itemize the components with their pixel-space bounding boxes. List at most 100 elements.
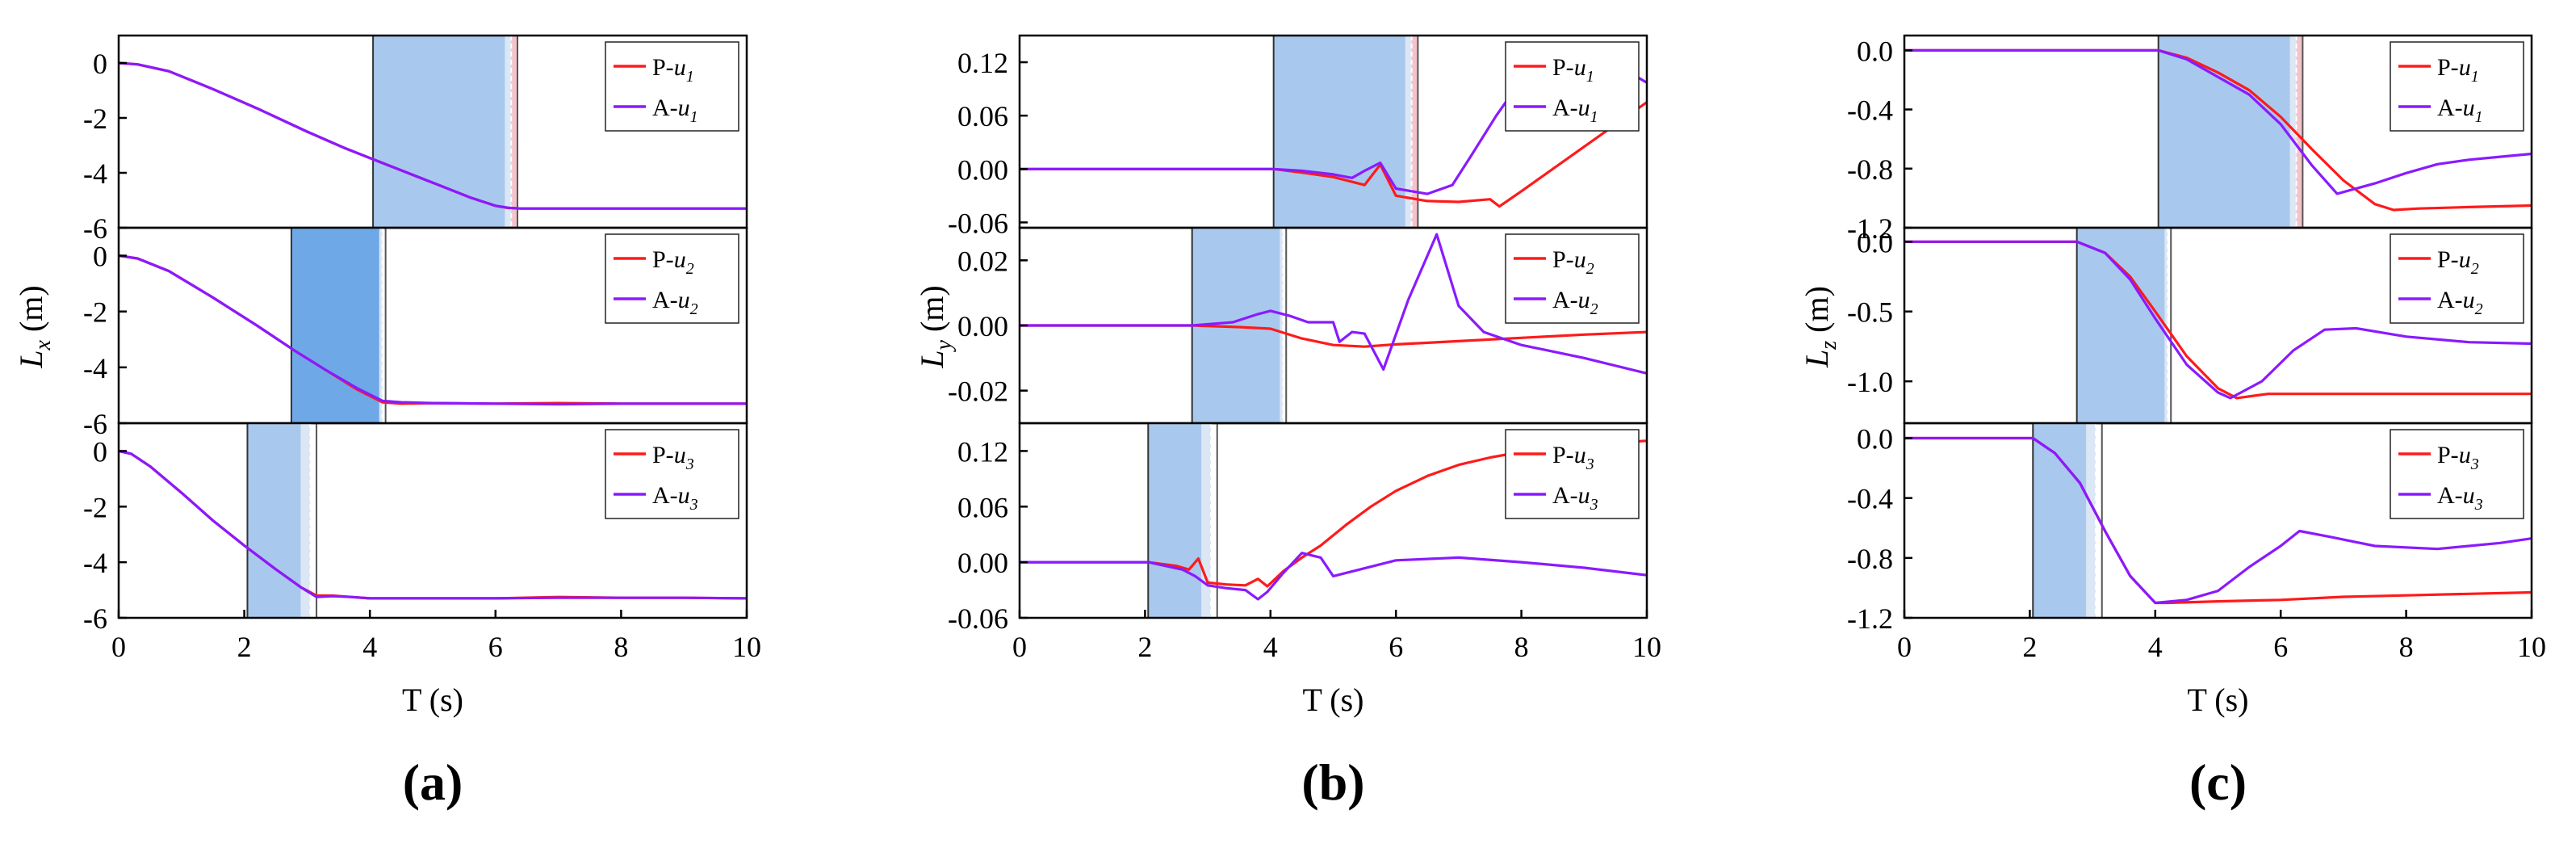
y-tick-label: -6	[83, 602, 107, 635]
legend-label: P-u3	[652, 442, 694, 473]
y-tick-label: -0.06	[948, 207, 1008, 239]
y-tick-label: 0.06	[957, 491, 1008, 523]
panel-label: (b)	[1301, 754, 1364, 811]
subplot-a-2: 0 -2 -4 -6 P-u2 A-u2	[83, 226, 748, 440]
legend-label: A-u2	[2437, 287, 2483, 318]
x-axis-label: T (s)	[2188, 682, 2249, 718]
series-line-P-u1	[1020, 101, 1648, 208]
y-tick-label: -1.0	[1847, 366, 1893, 398]
y-tick-label: 0.02	[957, 245, 1008, 277]
panel-a: 0 -2 -4 -6 P-u1 A-u1 0 -2 -4 -6 P-u2 A-u2 0 -2 -4 -6 P-u…	[13, 34, 761, 811]
legend: P-u3 A-u3	[605, 429, 739, 519]
x-tick-label: 4	[2148, 631, 2163, 663]
legend-label: P-u3	[2437, 442, 2479, 473]
legend-box	[2390, 41, 2524, 132]
subplot-b-2: 0.02 0.00 -0.02 P-u2 A-u2	[948, 226, 1648, 425]
shaded-region-edge	[300, 423, 311, 618]
shaded-region	[2033, 423, 2087, 618]
y-tick-label: -6	[83, 212, 107, 245]
axes-frame	[1018, 422, 1648, 619]
legend-label: P-u1	[2437, 54, 2479, 86]
x-tick-label: 4	[1263, 631, 1278, 663]
legend-label: P-u1	[1552, 54, 1594, 86]
x-tick-label: 0	[111, 631, 126, 663]
y-tick-label: 0.00	[957, 310, 1008, 342]
legend-box	[605, 429, 739, 519]
y-tick-label: -4	[83, 547, 107, 579]
series-line-A-u1	[1904, 48, 2532, 195]
y-tick-label: -0.5	[1847, 296, 1893, 329]
series-line-A-u3	[118, 449, 748, 600]
x-tick-label: 6	[1389, 631, 1403, 663]
legend-label: P-u2	[1552, 246, 1594, 278]
series-line-A-u1	[118, 61, 747, 210]
subplot-b-3: 0.12 0.06 0.00 -0.06 P-u3 A-u3	[948, 422, 1648, 635]
series-line-A-u2	[118, 254, 747, 406]
subplot-c-2: 0.0 -0.5 -1.0 P-u2 A-u2	[1847, 226, 2533, 425]
shaded-region-edge	[1405, 36, 1412, 228]
legend: P-u2 A-u2	[605, 233, 739, 324]
y-tick-label: -4	[83, 352, 107, 384]
x-tick-label: 4	[362, 631, 377, 663]
legend-label: P-u3	[1552, 442, 1594, 473]
shaded-region-pink	[511, 36, 518, 228]
y-tick-label: -1.2	[1847, 602, 1893, 635]
series-line-A-u3	[1904, 436, 2532, 605]
y-tick-label: -0.06	[948, 602, 1008, 635]
x-tick-label: 6	[488, 631, 503, 663]
x-tick-label: 2	[237, 631, 252, 663]
shaded-region	[373, 36, 505, 228]
y-tick-label: 0	[93, 48, 107, 80]
y-tick-label: -0.8	[1847, 543, 1893, 575]
x-tick-label: 2	[1137, 631, 1152, 663]
x-tick-label: 6	[2273, 631, 2288, 663]
legend: P-u1 A-u1	[1505, 41, 1640, 132]
axes-frame	[1903, 422, 2533, 619]
panel-b: 0.12 0.06 0.00 -0.06 P-u1 A-u1 0.02 0.00 -0.02 P-…	[914, 34, 1661, 811]
legend-box	[2390, 429, 2524, 519]
x-tick-label: 0	[1012, 631, 1027, 663]
x-tick-label: 2	[2022, 631, 2037, 663]
legend-label: A-u3	[2437, 482, 2483, 514]
shaded-region-edge	[2086, 423, 2096, 618]
series-line-A-u2	[1020, 233, 1648, 375]
y-tick-label: -1.2	[1847, 212, 1893, 245]
shaded-region	[1148, 423, 1202, 618]
legend-box	[1505, 429, 1640, 519]
panel-label: (c)	[2189, 754, 2247, 811]
legend-label: A-u1	[2437, 94, 2483, 126]
y-tick-label: -2	[83, 296, 107, 329]
y-tick-label: 0.12	[957, 435, 1008, 468]
legend-label: A-u2	[1552, 287, 1598, 318]
y-tick-label: -0.8	[1847, 153, 1893, 186]
y-tick-label: -0.4	[1847, 483, 1893, 515]
y-axis-label: Lz (m)	[1799, 286, 1841, 368]
legend: P-u2 A-u2	[2390, 233, 2524, 324]
y-tick-label: 0	[93, 241, 107, 273]
panel-c: 0.0 -0.4 -0.8 -1.2 P-u1 A-u1 0.0 -0.5 -1.0 P-u2 A-…	[1799, 34, 2546, 811]
x-tick-label: 8	[1514, 631, 1529, 663]
legend: P-u2 A-u2	[1505, 233, 1640, 324]
subplot-b-1: 0.12 0.06 0.00 -0.06 P-u1 A-u1	[948, 34, 1648, 239]
y-tick-label: 0	[93, 435, 107, 468]
shaded-region-pink	[2296, 36, 2303, 228]
y-tick-label: 0.12	[957, 47, 1008, 79]
y-tick-label: -0.02	[948, 376, 1008, 408]
series-line-P-u1	[1904, 48, 2532, 212]
shaded-region-edge	[1280, 228, 1284, 423]
legend: P-u1 A-u1	[2390, 41, 2524, 132]
legend-label: P-u1	[652, 54, 694, 86]
y-tick-label: 0.0	[1857, 423, 1893, 455]
legend-label: A-u1	[652, 94, 698, 126]
series-line-A-u2	[1904, 240, 2532, 400]
subplot-c-1: 0.0 -0.4 -0.8 -1.2 P-u1 A-u1	[1847, 34, 2533, 245]
legend-label: P-u2	[652, 246, 694, 278]
legend-label: A-u2	[652, 287, 698, 318]
shaded-region	[2158, 36, 2290, 228]
shaded-region	[1273, 36, 1405, 228]
legend-label: A-u3	[1552, 482, 1598, 514]
x-tick-label: 0	[1897, 631, 1912, 663]
legend-box	[1505, 41, 1640, 132]
y-tick-label: 0.0	[1857, 226, 1893, 258]
